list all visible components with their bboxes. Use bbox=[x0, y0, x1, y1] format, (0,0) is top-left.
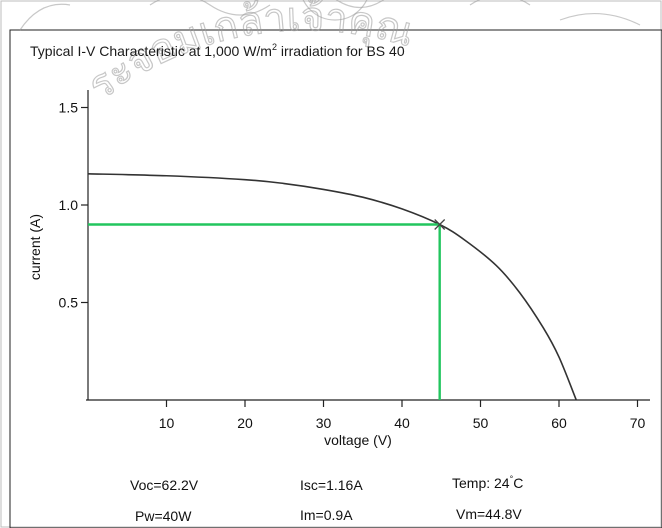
mpp-marker bbox=[434, 219, 446, 230]
x-tick-label: 70 bbox=[630, 415, 646, 431]
y-tick-label: 0.5 bbox=[59, 295, 79, 311]
series-layer bbox=[87, 173, 578, 401]
x-tick-label: 30 bbox=[316, 415, 332, 431]
y-tick-label: 1.5 bbox=[59, 100, 79, 116]
iv-curve bbox=[87, 173, 578, 401]
x-tick-label: 40 bbox=[394, 415, 410, 431]
param-voc: Voc=62.2V bbox=[130, 477, 199, 493]
x-tick-label: 10 bbox=[159, 415, 175, 431]
max-power-point-layer bbox=[88, 219, 446, 400]
x-tick-label: 20 bbox=[237, 415, 253, 431]
y-tick-label: 1.0 bbox=[59, 197, 79, 213]
param-temp: Temp: 24°C bbox=[452, 474, 523, 491]
axis-ticks bbox=[81, 106, 639, 407]
x-axis-label: voltage (V) bbox=[324, 432, 392, 448]
watermark-seal: ระจอมเกล้าเจ้าคุณ bbox=[19, 0, 641, 110]
param-pw: Pw=40W bbox=[135, 508, 192, 524]
chart-title: Typical I-V Characteristic at 1,000 W/m2… bbox=[30, 42, 405, 59]
x-tick-label: 50 bbox=[473, 415, 489, 431]
y-axis-label: current (A) bbox=[27, 214, 43, 280]
param-vm: Vm=44.8V bbox=[456, 506, 522, 522]
x-tick-label: 60 bbox=[551, 415, 567, 431]
param-isc: Isc=1.16A bbox=[300, 477, 363, 493]
tick-labels: 10 20 30 40 50 60 70 0.5 1.0 1.5 bbox=[59, 100, 646, 432]
parameters-panel: Voc=62.2V Isc=1.16A Temp: 24°C Pw=40W Im… bbox=[130, 474, 523, 524]
plot-frame bbox=[9, 29, 662, 528]
param-im: Im=0.9A bbox=[300, 507, 353, 523]
